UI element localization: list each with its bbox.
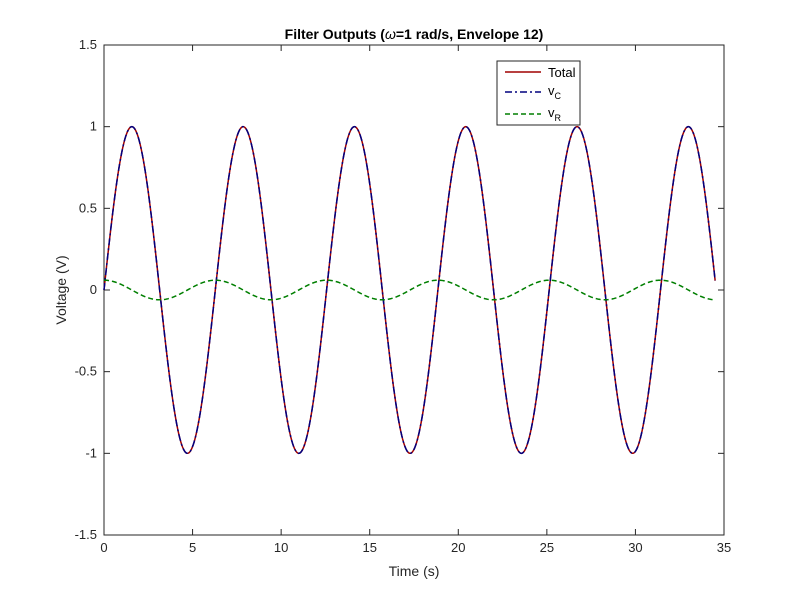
- y-tick-label: 1: [90, 119, 97, 134]
- series-layer: [103, 125, 716, 455]
- y-tick-label: -1.5: [75, 527, 97, 542]
- x-tick-label: 0: [100, 540, 107, 555]
- legend-label-vr: vR: [548, 105, 562, 123]
- y-tick-label: 1.5: [79, 37, 97, 52]
- y-tick-label: -1: [85, 445, 97, 460]
- series-vc-line: [103, 125, 716, 455]
- y-axis-label: Voltage (V): [53, 255, 69, 324]
- legend-label-total: Total: [548, 65, 576, 80]
- x-tick-label: 5: [189, 540, 196, 555]
- y-tick-label: -0.5: [75, 364, 97, 379]
- x-tick-label: 10: [274, 540, 288, 555]
- x-tick-label: 20: [451, 540, 465, 555]
- chart-title: Filter Outputs (ω=1 rad/s, Envelope 12): [285, 26, 544, 42]
- axis-ticks: 0 5 10 15 20 25 30 35 -1.5 -1 -0.5 0 0.5 1 1.5: [75, 37, 732, 555]
- legend: Total vC vR: [496, 60, 581, 126]
- legend-label-vc: vC: [548, 83, 562, 101]
- x-tick-label: 25: [540, 540, 554, 555]
- y-tick-label: 0.5: [79, 200, 97, 215]
- x-tick-label: 15: [362, 540, 376, 555]
- series-vr-line: [103, 279, 716, 301]
- x-tick-label: 30: [628, 540, 642, 555]
- y-tick-label: 0: [90, 282, 97, 297]
- x-tick-label: 35: [717, 540, 731, 555]
- plot-area: [103, 44, 725, 536]
- x-axis-label: Time (s): [389, 563, 440, 579]
